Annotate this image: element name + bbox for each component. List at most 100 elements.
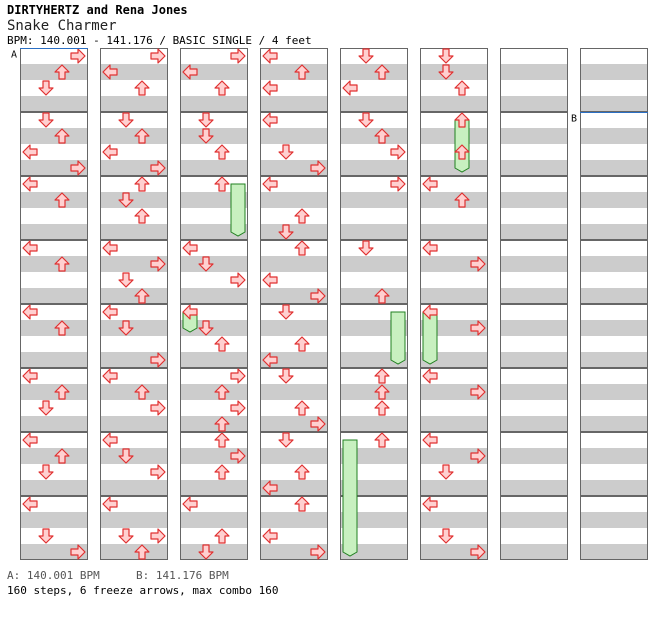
up-arrow-icon xyxy=(454,112,470,128)
beat-stripe xyxy=(340,224,408,240)
beat-stripe xyxy=(420,192,488,208)
up-arrow-icon xyxy=(54,384,70,400)
up-arrow-icon xyxy=(134,80,150,96)
bpm-marker-label: B xyxy=(571,114,577,125)
beat-stripe xyxy=(260,256,328,272)
right-arrow-icon xyxy=(70,544,86,560)
beat-stripe xyxy=(580,480,648,496)
beat-stripe xyxy=(420,384,488,400)
measure-box xyxy=(180,176,248,240)
measure-box xyxy=(340,48,408,112)
left-arrow-icon xyxy=(102,368,118,384)
beat-stripe xyxy=(100,384,168,400)
left-arrow-icon xyxy=(262,352,278,368)
up-arrow-icon xyxy=(214,176,230,192)
beat-stripe xyxy=(500,224,568,240)
measure-box xyxy=(500,176,568,240)
measure-box xyxy=(180,240,248,304)
beat-stripe xyxy=(420,256,488,272)
beat-stripe xyxy=(260,448,328,464)
left-arrow-icon xyxy=(422,432,438,448)
measure-box xyxy=(180,304,248,368)
left-arrow-icon xyxy=(22,496,38,512)
left-arrow-icon xyxy=(102,240,118,256)
beat-stripe xyxy=(100,320,168,336)
down-arrow-icon xyxy=(118,112,134,128)
right-arrow-icon xyxy=(150,528,166,544)
beat-stripe xyxy=(100,352,168,368)
beat-stripe xyxy=(580,256,648,272)
left-arrow-icon xyxy=(422,240,438,256)
measure-box xyxy=(100,112,168,176)
bpm-legend-a: A: 140.001 BPM xyxy=(7,569,100,582)
beat-stripe xyxy=(20,544,88,560)
down-arrow-icon xyxy=(358,48,374,64)
beat-stripe xyxy=(420,512,488,528)
measure-box xyxy=(500,112,568,176)
left-arrow-icon xyxy=(422,304,438,320)
beat-stripe xyxy=(100,128,168,144)
beat-stripe xyxy=(20,224,88,240)
measure-box xyxy=(580,48,648,112)
measure-box xyxy=(500,304,568,368)
beat-stripe xyxy=(20,192,88,208)
right-arrow-icon xyxy=(230,48,246,64)
measure-box xyxy=(580,496,648,560)
beat-stripe xyxy=(260,192,328,208)
measure-box xyxy=(420,368,488,432)
beat-stripe xyxy=(260,64,328,80)
beat-stripe xyxy=(100,96,168,112)
freeze-arrow xyxy=(230,183,246,237)
beat-stripe xyxy=(180,128,248,144)
up-arrow-icon xyxy=(374,432,390,448)
artist-name: DIRTYHERTZ and Rena Jones xyxy=(7,3,188,17)
step-chart: AB xyxy=(11,48,648,560)
measure-box xyxy=(340,432,408,496)
measure-box xyxy=(180,368,248,432)
beat-stripe xyxy=(20,160,88,176)
up-arrow-icon xyxy=(54,192,70,208)
down-arrow-icon xyxy=(118,528,134,544)
measure-box xyxy=(260,304,328,368)
down-arrow-icon xyxy=(438,48,454,64)
left-arrow-icon xyxy=(262,48,278,64)
beat-stripe xyxy=(500,416,568,432)
beat-stripe xyxy=(580,512,648,528)
beat-stripe xyxy=(420,544,488,560)
left-arrow-icon xyxy=(262,112,278,128)
beat-stripe xyxy=(260,384,328,400)
measure-box xyxy=(340,496,408,560)
chart-stats: 160 steps, 6 freeze arrows, max combo 16… xyxy=(7,584,279,597)
beat-stripe xyxy=(20,480,88,496)
beat-stripe xyxy=(340,192,408,208)
left-arrow-icon xyxy=(102,496,118,512)
bpm-legend-b: B: 141.176 BPM xyxy=(136,569,229,582)
up-arrow-icon xyxy=(294,464,310,480)
beat-stripe xyxy=(580,544,648,560)
beat-stripe xyxy=(180,480,248,496)
beat-stripe xyxy=(20,128,88,144)
freeze-arrow xyxy=(422,311,438,365)
right-arrow-icon xyxy=(390,144,406,160)
beat-stripe xyxy=(500,512,568,528)
measure-box xyxy=(260,48,328,112)
up-arrow-icon xyxy=(294,400,310,416)
beat-stripe xyxy=(500,480,568,496)
right-arrow-icon xyxy=(70,160,86,176)
beat-stripe xyxy=(20,64,88,80)
measure-box xyxy=(100,240,168,304)
up-arrow-icon xyxy=(214,416,230,432)
beat-stripe xyxy=(100,480,168,496)
up-arrow-icon xyxy=(294,208,310,224)
up-arrow-icon xyxy=(214,528,230,544)
left-arrow-icon xyxy=(422,496,438,512)
beat-stripe xyxy=(180,160,248,176)
beat-stripe xyxy=(500,544,568,560)
beat-stripe xyxy=(580,288,648,304)
up-arrow-icon xyxy=(214,464,230,480)
up-arrow-icon xyxy=(134,176,150,192)
beat-stripe xyxy=(500,128,568,144)
down-arrow-icon xyxy=(38,112,54,128)
measure-box xyxy=(180,112,248,176)
left-arrow-icon xyxy=(182,304,198,320)
